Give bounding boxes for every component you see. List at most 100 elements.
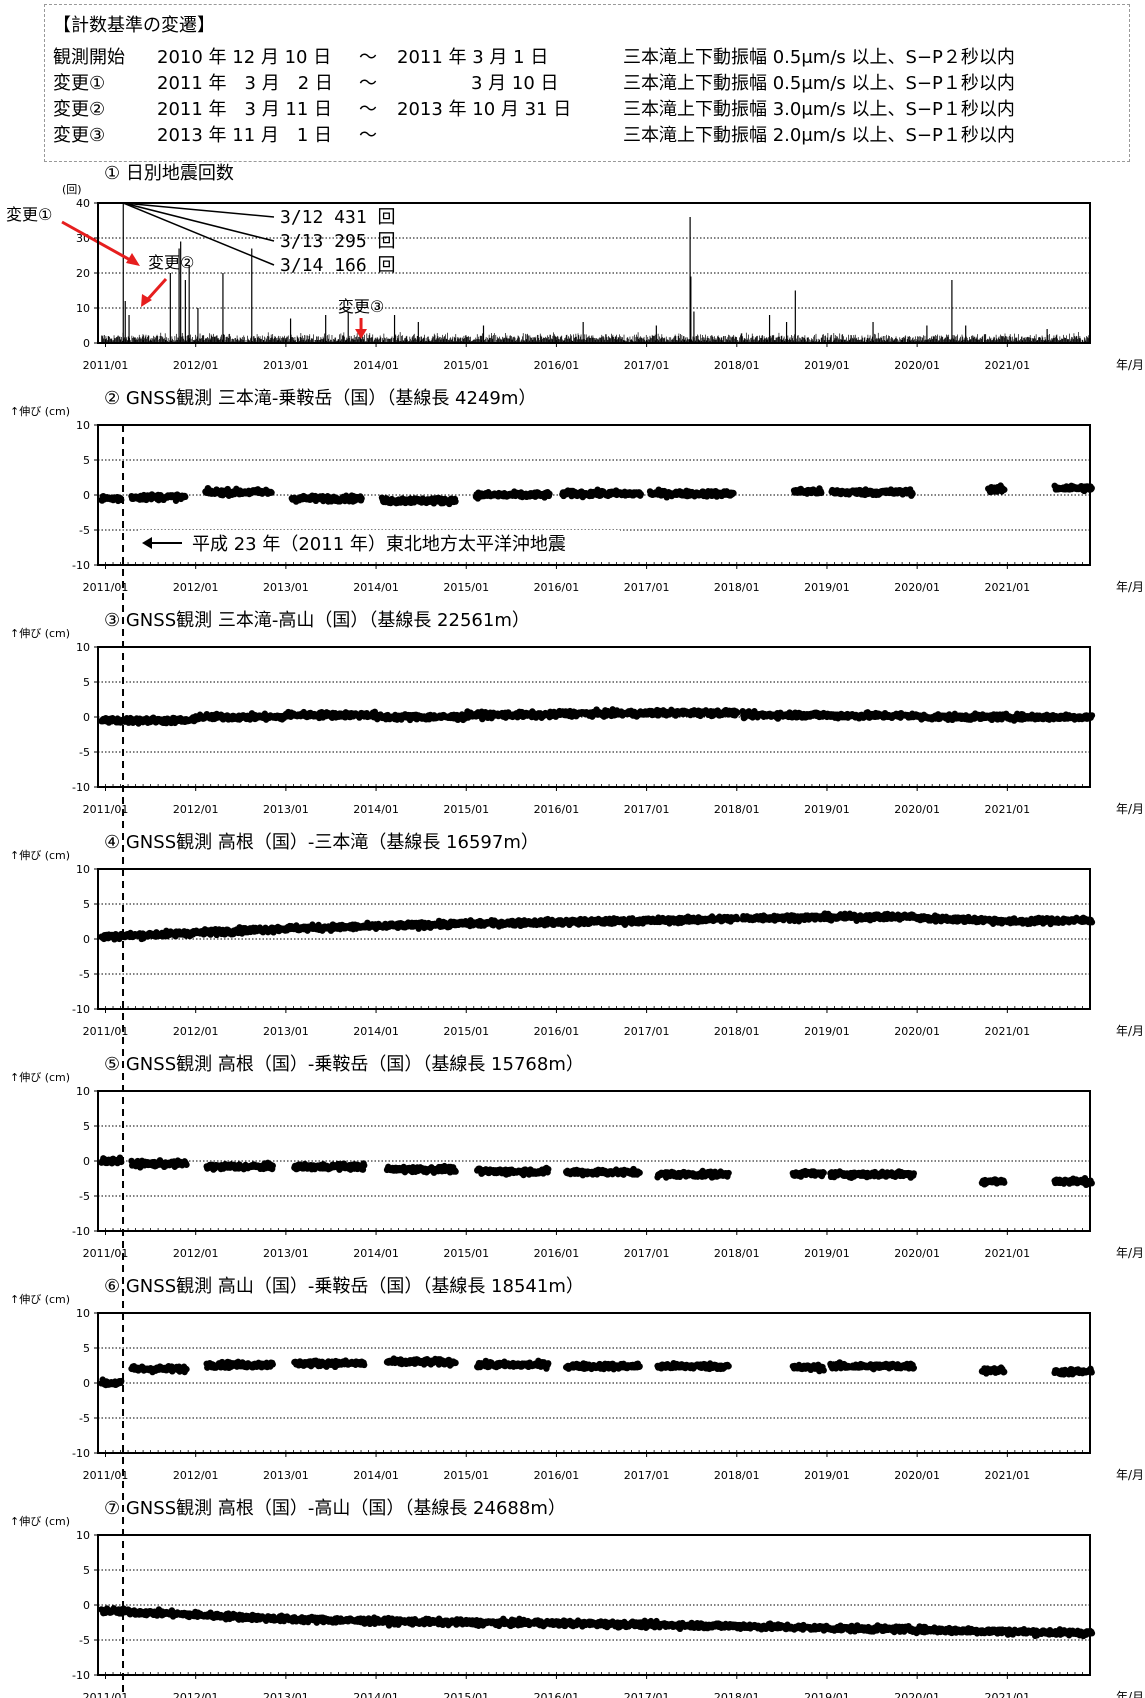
history-criteria: 三本滝上下動振幅 0.5μm/s 以上、S−P１秒以内	[623, 73, 1015, 94]
history-to: 3 月 10 日	[471, 73, 559, 94]
x-tick-label: 2020/01	[894, 803, 940, 816]
x-unit-label: 年/月	[1116, 358, 1144, 372]
counting-criteria-history-box: 【計数基準の変遷】 観測開始 2010 年 12 月 10 日 〜 2011 年…	[44, 4, 1130, 162]
y-tick-label: 0	[83, 489, 90, 502]
history-criteria: 三本滝上下動振幅 2.0μm/s 以上、S−P１秒以内	[623, 125, 1015, 146]
x-tick-label: 2019/01	[804, 803, 850, 816]
plot-frame	[97, 202, 1091, 344]
y-tick-label: -10	[72, 781, 90, 794]
marker-arrowhead	[126, 253, 140, 266]
data-point	[818, 489, 825, 497]
x-tick-label: 2017/01	[624, 1025, 670, 1038]
x-tick-label: 2019/01	[804, 581, 850, 594]
x-tick-label: 2019/01	[804, 359, 850, 372]
x-tick-label: 2014/01	[353, 1025, 399, 1038]
marker-label: 変更③	[338, 297, 384, 316]
marker-label: 変更②	[148, 253, 194, 272]
x-tick-label: 2016/01	[534, 1025, 580, 1038]
history-from: 2011 年 3 月 11 日	[157, 99, 333, 120]
x-unit-label: 年/月	[1116, 802, 1144, 816]
x-tick-label: 2019/01	[804, 1025, 850, 1038]
x-tick-label: 2021/01	[984, 1025, 1030, 1038]
history-label: 変更②	[53, 99, 106, 120]
y-tick-label: 0	[83, 711, 90, 724]
history-label: 変更①	[53, 73, 106, 94]
x-tick-label: 2014/01	[353, 803, 399, 816]
history-sep: 〜	[359, 73, 377, 94]
y-tick-label: 5	[83, 454, 90, 467]
data-point	[637, 490, 644, 498]
x-tick-label: 2016/01	[534, 359, 580, 372]
y-tick-label: 5	[83, 676, 90, 689]
history-sep: 〜	[359, 99, 377, 120]
x-tick-label: 2012/01	[173, 1025, 219, 1038]
x-tick-label: 2021/01	[984, 581, 1030, 594]
x-tick-label: 2012/01	[173, 803, 219, 816]
x-tick-label: 2015/01	[443, 359, 489, 372]
y-axis-label: (回)	[62, 183, 82, 196]
x-tick-label: 2011/01	[83, 359, 129, 372]
panel-title: ① 日別地震回数	[104, 163, 234, 184]
y-axis-label: ↑伸び (cm)	[10, 405, 70, 418]
marker-arrow	[146, 277, 168, 301]
history-title: 【計数基準の変遷】	[53, 15, 215, 36]
x-tick-label: 2017/01	[624, 359, 670, 372]
x-unit-label: 年/月	[1116, 1024, 1144, 1038]
data-point	[182, 493, 189, 501]
x-tick-label: 2013/01	[263, 803, 309, 816]
y-tick-label: 10	[76, 419, 90, 432]
y-tick-label: -5	[79, 524, 90, 537]
y-tick-label: 0	[83, 337, 90, 350]
x-tick-label: 2011/01	[83, 581, 129, 594]
y-tick-label: -5	[79, 968, 90, 981]
annotation-leader	[123, 202, 275, 242]
y-tick-label: 40	[76, 197, 90, 210]
history-label: 観測開始	[53, 47, 125, 68]
x-unit-label: 年/月	[1116, 580, 1144, 594]
x-tick-label: 2021/01	[984, 803, 1030, 816]
history-sep: 〜	[359, 125, 377, 146]
y-axis-label: ↑伸び (cm)	[10, 627, 70, 640]
x-tick-label: 2020/01	[894, 1025, 940, 1038]
annotation-label: 3/14 166 回	[280, 255, 396, 276]
x-tick-label: 2014/01	[353, 581, 399, 594]
annotation-leader	[122, 202, 275, 266]
x-tick-label: 2017/01	[624, 803, 670, 816]
panel-title: ④ GNSS観測 高根（国）-三本滝（基線長 16597m）	[104, 832, 539, 853]
history-to: 2013 年 10 月 31 日	[397, 99, 572, 120]
x-tick-label: 2012/01	[173, 581, 219, 594]
x-tick-label: 2020/01	[894, 581, 940, 594]
history-criteria: 三本滝上下動振幅 3.0μm/s 以上、S−P１秒以内	[623, 99, 1015, 120]
x-tick-label: 2018/01	[714, 359, 760, 372]
data-point	[358, 495, 365, 502]
x-tick-label: 2021/01	[984, 359, 1030, 372]
x-tick-label: 2018/01	[714, 1025, 760, 1038]
x-tick-label: 2013/01	[263, 1025, 309, 1038]
data-point	[546, 490, 553, 498]
x-tick-label: 2013/01	[263, 359, 309, 372]
x-tick-label: 2011/01	[83, 1025, 129, 1038]
y-tick-label: 10	[76, 863, 90, 876]
x-tick-label: 2015/01	[443, 1025, 489, 1038]
x-tick-label: 2017/01	[624, 581, 670, 594]
history-criteria: 三本滝上下動振幅 0.5μm/s 以上、S−P２秒以内	[623, 47, 1015, 68]
marker-label: 変更①	[6, 205, 52, 224]
data-point	[730, 489, 737, 497]
x-tick-label: 2016/01	[534, 803, 580, 816]
y-tick-label: 10	[76, 641, 90, 654]
x-tick-label: 2011/01	[83, 803, 129, 816]
data-point	[452, 498, 459, 505]
x-tick-label: 2013/01	[263, 581, 309, 594]
data-point	[1001, 486, 1008, 493]
marker-arrowhead	[355, 329, 368, 339]
history-from: 2011 年 3 月 2 日	[157, 73, 333, 94]
x-tick-label: 2014/01	[353, 359, 399, 372]
y-tick-label: 5	[83, 898, 90, 911]
panel-title: ② GNSS観測 三本滝-乗鞍岳（国）（基線長 4249m）	[104, 388, 536, 409]
history-to: 2011 年 3 月 1 日	[397, 47, 549, 68]
history-from: 2013 年 11 月 1 日	[157, 125, 333, 146]
y-axis-label: ↑伸び (cm)	[10, 849, 70, 862]
x-tick-label: 2018/01	[714, 803, 760, 816]
